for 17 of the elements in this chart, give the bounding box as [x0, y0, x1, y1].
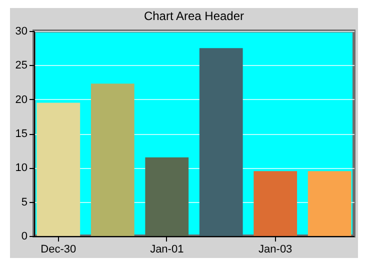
bar	[308, 171, 352, 236]
bar	[145, 157, 189, 236]
y-tick-label: 10	[15, 162, 28, 174]
y-tick-label: 15	[15, 128, 28, 140]
x-tick-label: Jan-01	[150, 244, 184, 256]
x-tick-label: Jan-03	[258, 244, 292, 256]
bar	[90, 84, 134, 236]
bar	[254, 171, 298, 236]
y-tick-label: 0	[21, 230, 28, 242]
y-tick-label: 5	[21, 196, 28, 208]
bar	[36, 102, 80, 236]
chart-title: Chart Area Header	[144, 9, 244, 23]
y-tick-label: 30	[15, 26, 28, 38]
bar	[199, 48, 243, 236]
x-tick-label: Dec-30	[40, 244, 76, 256]
y-tick-label: 20	[15, 94, 28, 106]
y-tick-label: 25	[15, 60, 28, 72]
